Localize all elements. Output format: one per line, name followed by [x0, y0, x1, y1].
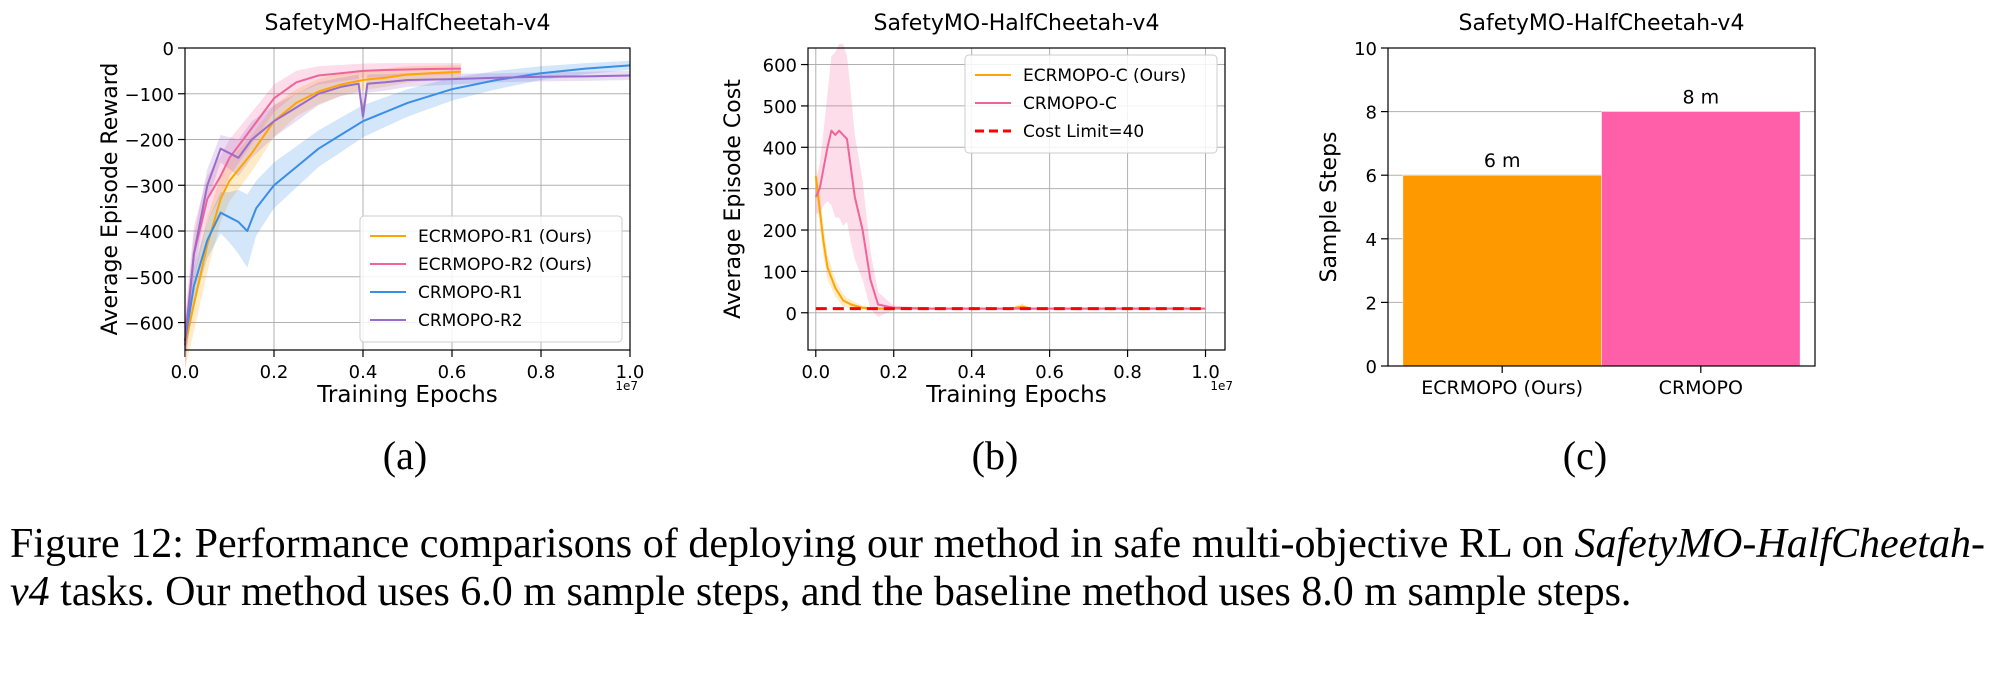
y-tick-label: 600 [763, 56, 797, 77]
y-tick-label: −500 [125, 268, 174, 289]
y-tick-label: 500 [763, 97, 797, 118]
x-category-label-1: CRMOPO [1659, 377, 1743, 399]
y-tick-label: −300 [125, 176, 174, 197]
y-tick-label: −200 [125, 131, 174, 152]
bar-0 [1402, 174, 1602, 367]
x-tick-label: 0.6 [1035, 362, 1064, 383]
figure-caption: Figure 12: Performance comparisons of de… [10, 520, 1985, 616]
y-tick-label: 0 [163, 39, 174, 60]
legend-label-2: Cost Limit=40 [1023, 122, 1144, 142]
legend: ECRMOPO-C (Ours) CRMOPO-C Cost Limit=40 [964, 54, 1218, 154]
caption-text-2: tasks. Our method uses 6.0 m sample step… [49, 569, 1632, 615]
legend-label-0: ECRMOPO-R1 (Ours) [418, 227, 592, 247]
caption-text-1: Figure 12: Performance comparisons of de… [10, 521, 1575, 567]
plot-frame [1387, 47, 1816, 367]
y-tick-label: 6 [1366, 166, 1377, 187]
x-tick-label: 0.4 [957, 362, 986, 383]
y-tick-label: 8 [1366, 103, 1377, 124]
caption-task-name: SafetyMO-HalfCheetah-v4 [10, 521, 1985, 615]
legend-label-3: CRMOPO-R2 [418, 311, 523, 331]
x-tick-label: 1.0 [616, 362, 645, 383]
y-tick-label: 0 [1366, 357, 1377, 378]
y-axis-label: Average Episode Cost [721, 79, 746, 319]
plot-frame [807, 47, 1226, 351]
x-tick-label: 0.2 [879, 362, 908, 383]
bar-chart-2: 0 2 4 6 8 10 SafetyMO-HalfCheetah-v4 Sample Ste… [1317, 11, 1816, 399]
chart-title: SafetyMO-HalfCheetah-v4 [265, 11, 551, 36]
x-axis-label: Training Epochs [925, 382, 1106, 408]
x-exponent-label: 1e7 [1210, 379, 1233, 393]
legend: ECRMOPO-R1 (Ours) ECRMOPO-R2 (Ours) CRMOPO… [359, 215, 623, 343]
bar-data-label-1: 8 m [1682, 87, 1719, 109]
y-tick-label: 200 [763, 221, 797, 242]
chart-title: SafetyMO-HalfCheetah-v4 [1459, 11, 1745, 36]
x-tick-label: 0.0 [801, 362, 830, 383]
y-tick-label: 4 [1366, 230, 1377, 251]
series-line-1 [814, 129, 1206, 310]
series-line-1 [184, 67, 461, 346]
series-line-3 [184, 74, 631, 341]
y-tick-label: 400 [763, 138, 797, 159]
y-tick-label: 100 [763, 262, 797, 283]
x-tick-label: 0.8 [527, 362, 556, 383]
subfigure-label-a: (a) [382, 433, 428, 478]
legend-label-2: CRMOPO-R1 [418, 283, 523, 303]
bar-1 [1601, 111, 1801, 367]
line-chart-1: 0 100 200 300 400 500 600 0.0 0.2 0.4 0.6 0.8 1.0 Saf… [721, 11, 1233, 408]
figure-charts: 0 −100 −200 −300 −400 −500 −600 0.0 0.2 0.4 0.6 0.8… [98, 11, 1816, 408]
y-tick-label: −400 [125, 222, 174, 243]
legend-label-1: CRMOPO-C [1023, 94, 1117, 114]
legend-label-1: ECRMOPO-R2 (Ours) [418, 255, 592, 275]
x-tick-label: 0.0 [171, 362, 200, 383]
y-tick-label: 0 [786, 304, 797, 325]
x-tick-label: 0.2 [260, 362, 289, 383]
chart-title: SafetyMO-HalfCheetah-v4 [874, 11, 1160, 36]
line-chart-0: 0 −100 −200 −300 −400 −500 −600 0.0 0.2 0.4 0.6 0.8… [98, 11, 644, 408]
x-tick-label: 0.6 [438, 362, 467, 383]
x-category-label-0: ECRMOPO (Ours) [1421, 377, 1583, 399]
y-axis-label: Sample Steps [1317, 131, 1342, 282]
x-axis-label: Training Epochs [316, 382, 497, 408]
y-axis-label: Average Episode Reward [98, 63, 123, 336]
x-tick-label: 0.4 [349, 362, 378, 383]
x-tick-label: 1.0 [1191, 362, 1220, 383]
series-band-0 [185, 64, 461, 369]
y-tick-label: 2 [1366, 293, 1377, 314]
legend-box [359, 215, 623, 343]
legend-label-0: ECRMOPO-C (Ours) [1023, 66, 1186, 86]
legend-box [964, 54, 1218, 154]
x-tick-label: 0.8 [1113, 362, 1142, 383]
series-line-2 [184, 64, 631, 341]
x-exponent-label: 1e7 [615, 379, 638, 393]
subfigure-label-c: (c) [1562, 433, 1608, 478]
y-tick-label: 10 [1354, 39, 1377, 60]
subfigure-label-b: (b) [971, 433, 1019, 478]
plot-frame [184, 47, 631, 351]
series-band-1 [185, 63, 461, 373]
y-tick-label: 300 [763, 180, 797, 201]
y-tick-label: −100 [125, 85, 174, 106]
y-tick-label: −600 [125, 314, 174, 335]
bar-data-label-0: 6 m [1484, 150, 1521, 172]
